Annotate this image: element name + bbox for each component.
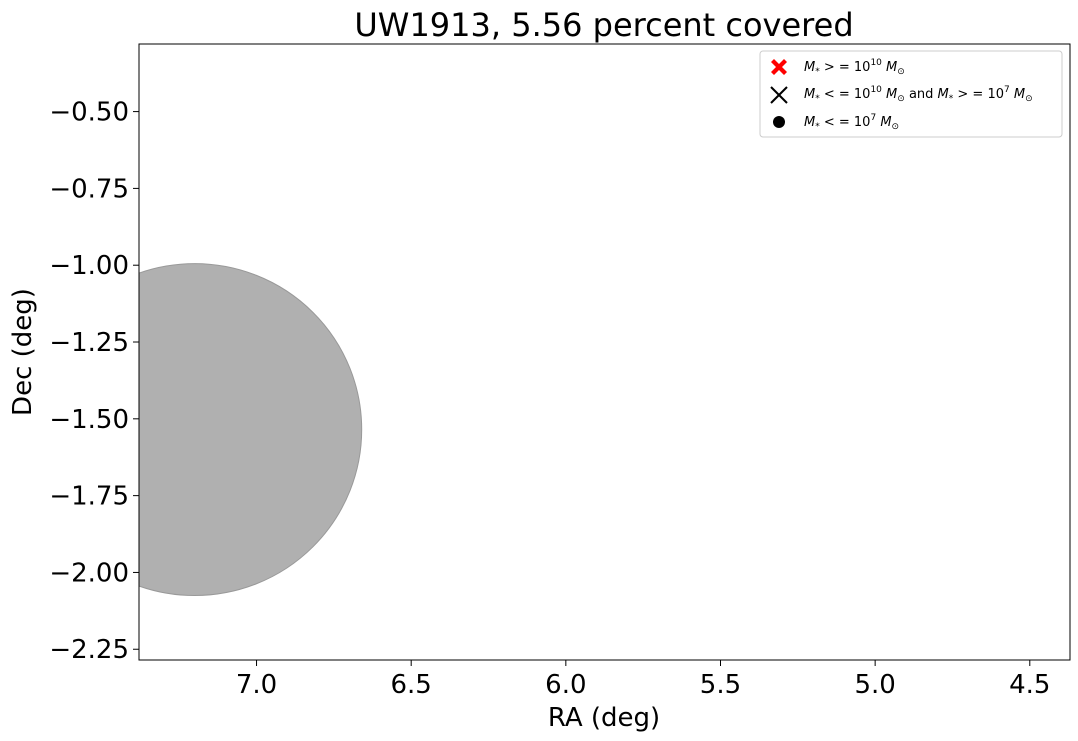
legend-marker-low-mass	[773, 116, 785, 128]
legend-marker-mid-mass	[770, 86, 788, 104]
legend-box	[759, 50, 1063, 138]
legend-label-high-mass: M* > = 1010 M⊙	[804, 58, 905, 77]
y-axis-label: Dec (deg)	[8, 288, 38, 416]
legend-marker-high-mass	[771, 59, 787, 75]
y-tick-label: −1.50	[49, 405, 129, 435]
y-tick-label: −2.25	[49, 635, 129, 665]
coverage-region	[139, 263, 363, 596]
legend-label-mid-mass: M* < = 1010 M⊙ and M* > = 107 M⊙	[804, 85, 1033, 104]
y-tick-label: −1.25	[49, 328, 129, 358]
chart-title: UW1913, 5.56 percent covered	[354, 6, 853, 44]
y-tick-label: −1.00	[49, 251, 129, 281]
y-tick-label: −1.75	[49, 482, 129, 512]
legend-label-low-mass: M* < = 107 M⊙	[804, 113, 899, 132]
plot-area	[139, 263, 363, 596]
y-tick-label: −0.75	[49, 174, 129, 204]
x-tick-label: 5.5	[700, 670, 741, 700]
y-axis: −0.50 −0.75 −1.00 −1.25 −1.50 −1.75 −2.00 −2.25	[49, 98, 139, 665]
y-tick-label: −0.50	[49, 98, 129, 128]
x-tick-label: 7.0	[236, 670, 277, 700]
y-tick-label: −2.00	[49, 558, 129, 588]
legend: M* > = 1010 M⊙ M* < = 1010 M⊙ and M* > =…	[759, 50, 1063, 138]
x-axis-label: RA (deg)	[548, 703, 660, 733]
x-axis: 7.0 6.5 6.0 5.5 5.0 4.5	[236, 660, 1050, 700]
x-tick-label: 6.5	[391, 670, 432, 700]
x-tick-label: 6.0	[545, 670, 586, 700]
plot-frame	[138, 43, 1071, 661]
x-tick-label: 4.5	[1009, 670, 1050, 700]
x-tick-label: 5.0	[854, 670, 895, 700]
